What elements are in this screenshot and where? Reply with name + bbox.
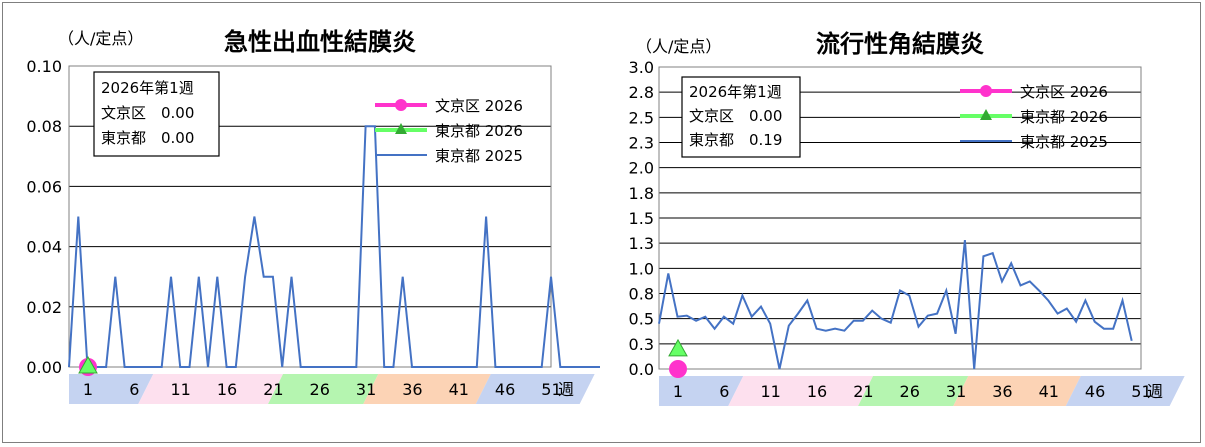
y-tick-label: 1.0 <box>629 259 654 278</box>
y-tick-label: 0.08 <box>26 117 62 136</box>
y-tick-label: 0.00 <box>26 358 62 377</box>
week-band <box>475 374 595 404</box>
x-tick-label: 6 <box>129 380 139 399</box>
x-tick-label: 11 <box>171 380 191 399</box>
y-tick-label: 1.3 <box>629 234 654 253</box>
y-tick-label: 0.02 <box>26 298 62 317</box>
y-tick-label: 0.8 <box>629 285 654 304</box>
legend-item: 東京都 2026 <box>375 122 523 140</box>
week-band <box>728 376 874 406</box>
y-tick-label: 1.5 <box>629 209 654 228</box>
x-tick-label: 46 <box>1085 382 1105 401</box>
week-band <box>363 374 491 404</box>
series-line-tokyo-2025 <box>68 125 600 368</box>
x-tick-label: 26 <box>310 380 330 399</box>
chart-acute-hemorrhagic-conjunctivitis: 急性出血性結膜炎 （人/定点） 0.00 0.02 0.04 0.06 0.08 0.10… <box>26 28 600 404</box>
gridlines <box>658 66 1142 370</box>
y-tick-label: 2.8 <box>629 83 654 102</box>
info-tokyo-value: 東京都 0.19 <box>689 131 782 149</box>
y-tick-label: 0.0 <box>629 360 654 379</box>
x-tick-label: 31 <box>356 380 376 399</box>
legend-label: 東京都 2026 <box>435 122 523 140</box>
info-bunkyo-value: 文京区 0.00 <box>689 107 782 125</box>
info-box: 2026年第1週 文京区 0.00 東京都 0.19 <box>681 76 801 158</box>
info-bunkyo-value: 文京区 0.00 <box>101 104 194 122</box>
x-tick-label: 6 <box>719 382 729 401</box>
x-axis-ticks: 1 6 11 16 21 26 31 36 41 46 51週 <box>83 380 574 399</box>
x-tick-label: 11 <box>761 382 781 401</box>
x-tick-label: 46 <box>495 380 515 399</box>
y-tick-label: 0.10 <box>26 57 62 76</box>
week-band <box>268 374 379 404</box>
week-band <box>1065 376 1185 406</box>
series-lines <box>68 125 600 376</box>
x-tick-label: 1 <box>673 382 683 401</box>
y-tick-label: 0.06 <box>26 177 62 196</box>
info-box: 2026年第1週 文京区 0.00 東京都 0.00 <box>93 71 220 157</box>
x-tick-label: 51 <box>541 380 561 399</box>
week-bands <box>659 376 1185 406</box>
x-tick-label: 36 <box>992 382 1012 401</box>
y-axis-ticks: 0.00 0.02 0.04 0.06 0.08 0.10 <box>26 57 62 377</box>
week-band <box>138 374 284 404</box>
chart-title: 急性出血性結膜炎 <box>224 28 416 56</box>
y-tick-label: 1.8 <box>629 184 654 203</box>
legend-item: 文京区 2026 <box>375 97 523 115</box>
y-tick-label: 2.5 <box>629 108 654 127</box>
x-tick-label: 21 <box>853 382 873 401</box>
legend-label: 東京都 2025 <box>435 147 523 165</box>
y-tick-label: 2.0 <box>629 159 654 178</box>
y-tick-label: 0.5 <box>629 310 654 329</box>
x-axis-week-suffix: 週 <box>1147 382 1163 401</box>
legend-item: 東京都 2025 <box>960 133 1108 151</box>
legend: 文京区 2026 東京都 2026 東京都 2025 <box>375 97 523 165</box>
y-axis-unit-label: （人/定点） <box>636 37 721 56</box>
series-line-tokyo-2025 <box>658 240 1133 370</box>
legend-label: 東京都 2026 <box>1020 108 1108 126</box>
week-bands <box>69 374 595 404</box>
x-tick-label: 51 <box>1131 382 1151 401</box>
legend-item: 文京区 2026 <box>960 83 1108 101</box>
legend-label: 東京都 2025 <box>1020 133 1108 151</box>
plot-area-border <box>658 66 1142 370</box>
x-tick-label: 41 <box>1039 382 1059 401</box>
y-tick-label: 0.3 <box>629 335 654 354</box>
x-tick-label: 16 <box>807 382 827 401</box>
chart-title: 流行性角結膜炎 <box>816 30 984 58</box>
x-tick-label: 16 <box>217 380 237 399</box>
y-tick-label: 2.3 <box>629 134 654 153</box>
x-axis-ticks: 1 6 11 16 21 26 31 36 41 46 51週 <box>673 382 1163 401</box>
info-week: 2026年第1週 <box>101 79 194 97</box>
x-axis-week-suffix: 週 <box>558 380 574 399</box>
legend-label: 文京区 2026 <box>435 97 523 115</box>
x-tick-label: 1 <box>83 380 93 399</box>
week-band <box>953 376 1081 406</box>
y-tick-label: 3.0 <box>629 58 654 77</box>
y-axis-ticks: 0.0 0.3 0.5 0.8 1.0 1.3 1.5 1.8 2.0 2.3 2.5 2.8 3.0 <box>629 58 654 379</box>
week-band <box>858 376 969 406</box>
series-lines <box>658 240 1133 378</box>
x-tick-label: 21 <box>263 380 283 399</box>
point-bunkyo-2026 <box>669 360 687 378</box>
x-tick-label: 41 <box>449 380 469 399</box>
x-tick-label: 31 <box>946 382 966 401</box>
y-tick-label: 0.04 <box>26 238 62 257</box>
y-axis-unit-label: （人/定点） <box>58 29 143 48</box>
legend: 文京区 2026 東京都 2026 東京都 2025 <box>960 83 1108 151</box>
point-tokyo-2026 <box>668 338 688 357</box>
week-band <box>659 376 744 406</box>
x-tick-label: 36 <box>402 380 422 399</box>
legend-item: 東京都 2026 <box>960 108 1108 126</box>
chart-epidemic-keratoconjunctivitis: 流行性角結膜炎 （人/定点） 0.0 0.3 0.5 0.8 1.0 1.3 1.5 1.8 2… <box>629 30 1185 406</box>
info-tokyo-value: 東京都 0.00 <box>101 129 194 147</box>
point-tokyo-2026 <box>78 355 98 374</box>
legend-item: 東京都 2025 <box>375 147 523 165</box>
legend-label: 文京区 2026 <box>1020 83 1108 101</box>
x-tick-label: 26 <box>900 382 920 401</box>
week-band <box>69 374 154 404</box>
info-week: 2026年第1週 <box>689 83 782 101</box>
